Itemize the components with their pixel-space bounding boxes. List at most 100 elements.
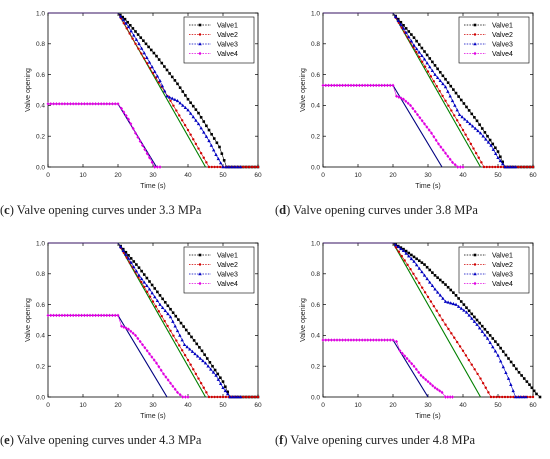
data-point bbox=[409, 39, 414, 43]
data-point bbox=[123, 17, 127, 21]
legend-marker bbox=[198, 263, 202, 266]
legend-item: Valve4 bbox=[189, 281, 238, 288]
data-point bbox=[129, 29, 133, 33]
data-point bbox=[186, 395, 190, 399]
data-point bbox=[425, 265, 429, 269]
data-point bbox=[528, 165, 532, 169]
data-point bbox=[417, 370, 421, 375]
data-point bbox=[142, 280, 146, 284]
data-point bbox=[459, 300, 463, 303]
data-point bbox=[473, 315, 476, 319]
series-line bbox=[48, 103, 157, 168]
data-point bbox=[402, 97, 405, 101]
data-point bbox=[142, 51, 146, 55]
data-point bbox=[438, 278, 442, 282]
data-point bbox=[157, 58, 161, 61]
data-point bbox=[406, 101, 410, 106]
data-point bbox=[82, 102, 86, 106]
x-tick-label: 40 bbox=[459, 172, 467, 179]
data-point bbox=[438, 89, 441, 93]
data-point bbox=[436, 276, 439, 279]
data-point bbox=[167, 95, 172, 99]
data-point bbox=[142, 39, 145, 43]
data-point bbox=[183, 395, 187, 399]
data-point bbox=[163, 308, 167, 313]
data-point bbox=[424, 377, 428, 382]
data-point bbox=[184, 94, 187, 97]
data-point bbox=[416, 112, 419, 117]
data-point bbox=[137, 42, 141, 46]
x-tick-label: 60 bbox=[529, 172, 537, 179]
data-point bbox=[412, 36, 416, 39]
data-point bbox=[96, 102, 100, 106]
data-point bbox=[538, 395, 542, 399]
data-point bbox=[404, 27, 408, 30]
data-point bbox=[504, 370, 508, 375]
data-point bbox=[486, 331, 489, 334]
data-point bbox=[202, 156, 205, 159]
data-point bbox=[160, 61, 164, 65]
data-point bbox=[193, 352, 197, 356]
data-point bbox=[462, 308, 466, 312]
data-point bbox=[49, 102, 53, 106]
data-point bbox=[189, 133, 192, 136]
data-point bbox=[516, 395, 520, 399]
data-point bbox=[66, 102, 70, 106]
data-point bbox=[202, 120, 206, 123]
data-point bbox=[166, 312, 170, 316]
data-point bbox=[407, 254, 411, 258]
data-point bbox=[464, 310, 469, 314]
data-point bbox=[470, 124, 475, 128]
data-point bbox=[238, 165, 243, 169]
data-point bbox=[143, 147, 147, 152]
data-point bbox=[213, 395, 216, 399]
data-point bbox=[400, 254, 403, 258]
x-axis-label: Time (s) bbox=[140, 183, 165, 190]
data-point bbox=[428, 280, 432, 284]
data-point bbox=[91, 102, 95, 106]
data-point bbox=[369, 338, 373, 342]
data-point bbox=[136, 135, 140, 139]
y-tick-label: 0.6 bbox=[311, 302, 320, 309]
data-point bbox=[124, 113, 128, 118]
data-point bbox=[417, 50, 421, 54]
data-point bbox=[191, 104, 195, 108]
data-point bbox=[464, 133, 467, 136]
data-point bbox=[108, 313, 112, 318]
data-point bbox=[415, 50, 418, 54]
data-point bbox=[460, 115, 464, 119]
legend-label: Valve3 bbox=[217, 42, 238, 49]
data-point bbox=[506, 376, 511, 380]
data-point bbox=[122, 325, 126, 329]
data-point bbox=[172, 104, 175, 107]
data-point bbox=[433, 64, 437, 67]
data-point bbox=[438, 70, 442, 74]
data-point bbox=[446, 154, 450, 158]
legend-item: Valve3 bbox=[189, 272, 238, 279]
data-point bbox=[380, 83, 384, 88]
data-point bbox=[458, 123, 462, 127]
data-point bbox=[412, 259, 416, 263]
panel-label: c bbox=[4, 203, 10, 217]
data-point bbox=[404, 99, 408, 103]
data-point bbox=[155, 298, 160, 303]
data-point bbox=[71, 313, 75, 318]
x-tick-label: 40 bbox=[184, 402, 192, 409]
data-point bbox=[444, 283, 447, 286]
chart-f: 0 10 20 30 40 50 60 0.0 0.2 0.4 0.6 0.8 1.0 Time (s) V… bbox=[300, 240, 542, 420]
data-point bbox=[211, 370, 216, 374]
data-point bbox=[233, 395, 237, 399]
data-point bbox=[441, 148, 445, 152]
y-axis-label: Valve opening bbox=[300, 68, 307, 112]
data-point bbox=[181, 90, 185, 93]
data-point bbox=[324, 83, 328, 88]
data-point bbox=[449, 301, 453, 305]
legend: Valve1 Valve2 Valve3 Valve4 bbox=[458, 246, 530, 294]
data-point bbox=[88, 313, 92, 318]
data-point bbox=[209, 143, 214, 147]
data-point bbox=[346, 83, 350, 88]
data-point bbox=[465, 119, 470, 123]
data-point bbox=[131, 126, 135, 131]
series-valve3 bbox=[323, 242, 528, 399]
data-point bbox=[488, 340, 492, 345]
